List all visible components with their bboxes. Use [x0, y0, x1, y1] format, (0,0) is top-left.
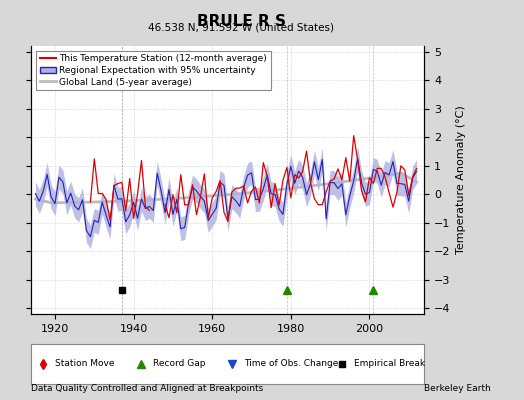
Text: Empirical Break: Empirical Break	[354, 360, 425, 368]
Text: Berkeley Earth: Berkeley Earth	[424, 384, 491, 393]
Text: Station Move: Station Move	[55, 360, 115, 368]
Text: Time of Obs. Change: Time of Obs. Change	[244, 360, 338, 368]
Legend: This Temperature Station (12-month average), Regional Expectation with 95% uncer: This Temperature Station (12-month avera…	[36, 50, 271, 90]
Y-axis label: Temperature Anomaly (°C): Temperature Anomaly (°C)	[456, 106, 466, 254]
Text: 46.538 N, 91.592 W (United States): 46.538 N, 91.592 W (United States)	[148, 22, 334, 32]
Text: BRULE R S: BRULE R S	[196, 14, 286, 29]
Text: Data Quality Controlled and Aligned at Breakpoints: Data Quality Controlled and Aligned at B…	[31, 384, 264, 393]
Text: Record Gap: Record Gap	[153, 360, 206, 368]
